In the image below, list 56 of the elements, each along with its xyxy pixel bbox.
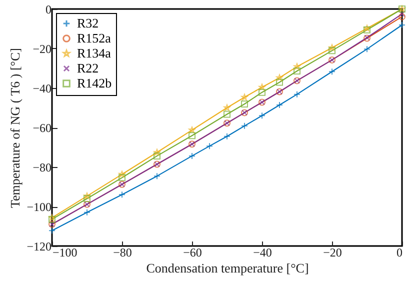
point (84, 208, 90, 216)
y-tick-label: −80 (32, 160, 52, 174)
point (364, 46, 370, 53)
point (224, 132, 230, 140)
legend-label: R32 (77, 16, 99, 30)
point (241, 100, 248, 108)
y-tick-label: −20 (32, 42, 52, 56)
y-tick-label: 0 (46, 2, 52, 16)
y-tick-label: −120 (26, 240, 52, 254)
point (84, 195, 90, 202)
point (188, 126, 196, 133)
point (154, 152, 160, 160)
point (294, 68, 300, 75)
point (258, 112, 266, 120)
point (118, 170, 126, 178)
point (276, 74, 283, 81)
legend-label: R142b (77, 76, 112, 90)
point (241, 94, 248, 100)
legend-label: R134a (77, 46, 112, 60)
point (224, 110, 230, 118)
point (398, 13, 406, 20)
legend-label: R22 (77, 60, 99, 76)
point (188, 152, 196, 160)
x-tick-label: −100 (52, 246, 78, 260)
point (154, 172, 160, 180)
point (328, 68, 336, 76)
x-axis-title: Condensation temperature [°C] (146, 260, 309, 276)
point (154, 148, 160, 156)
x-tick-label: −80 (113, 246, 132, 260)
point (206, 142, 213, 150)
point (241, 122, 248, 130)
point (276, 101, 283, 108)
point (328, 47, 336, 54)
point (364, 26, 370, 34)
point (294, 63, 300, 70)
point (258, 84, 266, 90)
y-tick-label: −40 (32, 82, 52, 96)
point (276, 78, 283, 86)
point (258, 88, 266, 96)
point (48, 216, 56, 223)
point (118, 191, 126, 198)
point (118, 174, 126, 182)
x-tick-label: −20 (323, 246, 342, 260)
point (294, 90, 300, 98)
point (224, 104, 230, 111)
point (328, 44, 336, 51)
point (84, 192, 90, 199)
point (399, 11, 405, 17)
point (188, 132, 196, 140)
y-tick-label: −60 (32, 121, 52, 135)
y-axis-title: Temperature of NG ( T6 ) [°C] (8, 48, 23, 208)
y-tick-label: −100 (26, 200, 52, 214)
legend-label: R152a (77, 30, 112, 46)
x-tick-label: 0 (396, 246, 402, 260)
x-tick-label: −40 (253, 246, 272, 260)
x-tick-label: −60 (183, 246, 202, 260)
